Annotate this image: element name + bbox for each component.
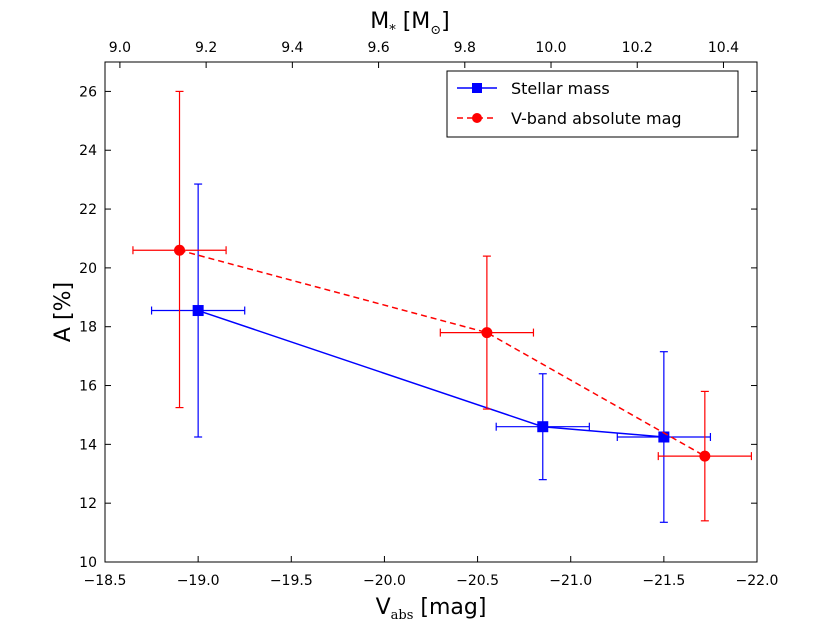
legend-box <box>446 70 739 138</box>
y-tick-label: 10 <box>79 555 97 571</box>
y-tick-label: 16 <box>79 379 97 395</box>
y-tick-label: 26 <box>79 84 97 100</box>
data-point-stellar-mass <box>537 421 549 433</box>
y-axis-title: A [%] <box>51 282 76 342</box>
x-tick-label: −19.5 <box>270 573 313 589</box>
data-point-vband <box>174 244 186 256</box>
top-tick-label: 9.0 <box>109 40 131 56</box>
x-tick-label: −21.0 <box>549 573 592 589</box>
top-tick-label: 10.4 <box>708 40 739 56</box>
top-tick-label: 9.6 <box>367 40 389 56</box>
legend-marker-stellar-mass <box>472 83 482 93</box>
series-line-vband <box>179 249 706 457</box>
x-tick-label: −20.5 <box>456 573 499 589</box>
x-tick-label: −22.0 <box>736 573 779 589</box>
legend-marker-vband <box>472 113 482 123</box>
x-tick-label: −19.0 <box>177 573 220 589</box>
legend-label-stellar-mass: Stellar mass <box>511 79 610 98</box>
x-tick-label: −18.5 <box>84 573 127 589</box>
y-tick-label: 24 <box>79 143 97 159</box>
x-tick-label: −20.0 <box>363 573 406 589</box>
plot-frame <box>104 61 758 563</box>
x-tick-label: −21.5 <box>642 573 685 589</box>
data-point-vband <box>481 327 493 339</box>
series-line-stellar-mass <box>197 309 664 438</box>
top-axis-title: M* [M⊙] <box>370 9 450 38</box>
y-tick-label: 14 <box>79 437 97 453</box>
data-point-stellar-mass <box>658 431 670 443</box>
x-axis-title: Vabs [mag] <box>376 595 487 623</box>
top-tick-label: 9.4 <box>281 40 303 56</box>
top-tick-label: 10.0 <box>535 40 566 56</box>
y-tick-label: 22 <box>79 202 97 218</box>
data-point-stellar-mass <box>192 305 204 317</box>
top-tick-label: 9.8 <box>454 40 476 56</box>
y-tick-label: 18 <box>79 320 97 336</box>
data-point-vband <box>699 450 711 462</box>
top-tick-label: 9.2 <box>195 40 217 56</box>
y-tick-label: 20 <box>79 261 97 277</box>
legend: Stellar mass V-band absolute mag <box>446 70 739 138</box>
top-tick-label: 10.2 <box>622 40 653 56</box>
legend-label-vband: V-band absolute mag <box>511 109 682 128</box>
y-tick-label: 12 <box>79 496 97 512</box>
